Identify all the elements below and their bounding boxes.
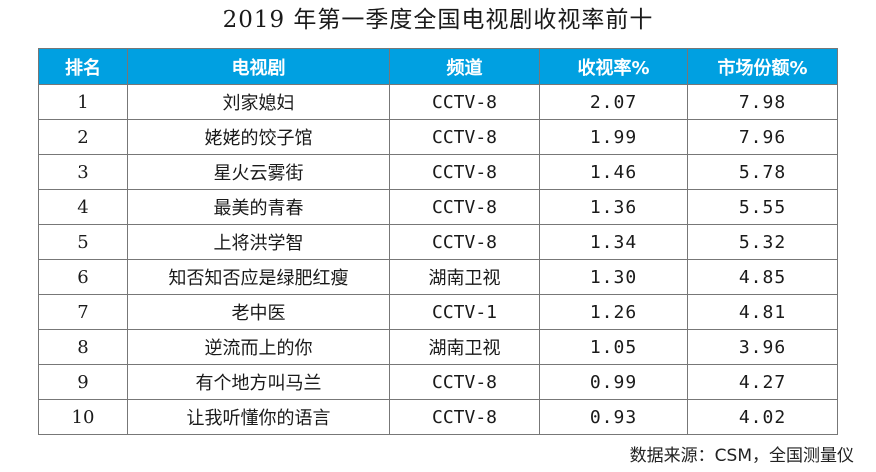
table-header-row: 排名 电视剧 频道 收视率% 市场份额% xyxy=(38,48,838,85)
cell-rating: 1.30 xyxy=(539,259,688,295)
cell-share: 5.55 xyxy=(687,189,838,225)
cell-rank: 4 xyxy=(38,189,128,225)
cell-share: 4.85 xyxy=(687,259,838,295)
table-row: 2 姥姥的饺子馆 CCTV-8 1.99 7.96 xyxy=(38,119,838,155)
cell-rank: 5 xyxy=(38,224,128,260)
table-row: 3 星火云雾街 CCTV-8 1.46 5.78 xyxy=(38,154,838,190)
page-title: 2019 年第一季度全国电视剧收视率前十 xyxy=(222,7,654,33)
cell-drama: 让我听懂你的语言 xyxy=(127,399,390,435)
ratings-table: 排名 电视剧 频道 收视率% 市场份额% 1 刘家媳妇 CCTV-8 2.07 … xyxy=(38,48,838,435)
cell-share: 7.98 xyxy=(687,84,838,120)
cell-drama: 知否知否应是绿肥红瘦 xyxy=(127,259,390,295)
column-header-rank: 排名 xyxy=(38,48,128,85)
cell-channel: CCTV-8 xyxy=(389,154,540,190)
cell-rank: 6 xyxy=(38,259,128,295)
column-header-drama: 电视剧 xyxy=(127,48,390,85)
cell-drama: 有个地方叫马兰 xyxy=(127,364,390,400)
cell-channel: CCTV-8 xyxy=(389,224,540,260)
column-header-channel: 频道 xyxy=(389,48,540,85)
cell-share: 3.96 xyxy=(687,329,838,365)
cell-channel: CCTV-8 xyxy=(389,84,540,120)
cell-rank: 10 xyxy=(38,399,128,435)
cell-drama: 上将洪学智 xyxy=(127,224,390,260)
table-row: 7 老中医 CCTV-1 1.26 4.81 xyxy=(38,294,838,330)
cell-drama: 姥姥的饺子馆 xyxy=(127,119,390,155)
cell-rating: 1.46 xyxy=(539,154,688,190)
column-header-share: 市场份额% xyxy=(687,48,838,85)
table-row: 10 让我听懂你的语言 CCTV-8 0.93 4.02 xyxy=(38,399,838,435)
cell-drama: 老中医 xyxy=(127,294,390,330)
cell-rank: 8 xyxy=(38,329,128,365)
cell-share: 5.32 xyxy=(687,224,838,260)
table-row: 9 有个地方叫马兰 CCTV-8 0.99 4.27 xyxy=(38,364,838,400)
cell-channel: CCTV-8 xyxy=(389,189,540,225)
cell-share: 7.96 xyxy=(687,119,838,155)
table-row: 1 刘家媳妇 CCTV-8 2.07 7.98 xyxy=(38,84,838,120)
cell-drama: 逆流而上的你 xyxy=(127,329,390,365)
cell-rank: 1 xyxy=(38,84,128,120)
cell-rating: 1.99 xyxy=(539,119,688,155)
cell-share: 4.81 xyxy=(687,294,838,330)
cell-rating: 0.99 xyxy=(539,364,688,400)
cell-share: 5.78 xyxy=(687,154,838,190)
cell-channel: CCTV-8 xyxy=(389,119,540,155)
cell-share: 4.02 xyxy=(687,399,838,435)
cell-rating: 0.93 xyxy=(539,399,688,435)
cell-drama: 星火云雾街 xyxy=(127,154,390,190)
cell-channel: 湖南卫视 xyxy=(389,259,540,295)
cell-rating: 1.05 xyxy=(539,329,688,365)
cell-drama: 刘家媳妇 xyxy=(127,84,390,120)
cell-rating: 1.34 xyxy=(539,224,688,260)
table-row: 5 上将洪学智 CCTV-8 1.34 5.32 xyxy=(38,224,838,260)
cell-share: 4.27 xyxy=(687,364,838,400)
cell-rating: 1.36 xyxy=(539,189,688,225)
cell-channel: CCTV-8 xyxy=(389,364,540,400)
table-row: 8 逆流而上的你 湖南卫视 1.05 3.96 xyxy=(38,329,838,365)
cell-rank: 3 xyxy=(38,154,128,190)
cell-rating: 1.26 xyxy=(539,294,688,330)
cell-rank: 2 xyxy=(38,119,128,155)
column-header-rating: 收视率% xyxy=(539,48,688,85)
cell-rating: 2.07 xyxy=(539,84,688,120)
cell-channel: CCTV-8 xyxy=(389,399,540,435)
cell-drama: 最美的青春 xyxy=(127,189,390,225)
cell-channel: CCTV-1 xyxy=(389,294,540,330)
table-row: 6 知否知否应是绿肥红瘦 湖南卫视 1.30 4.85 xyxy=(38,259,838,295)
cell-rank: 9 xyxy=(38,364,128,400)
table-row: 4 最美的青春 CCTV-8 1.36 5.55 xyxy=(38,189,838,225)
cell-rank: 7 xyxy=(38,294,128,330)
cell-channel: 湖南卫视 xyxy=(389,329,540,365)
data-source-note: 数据来源：CSM，全国测量仪 xyxy=(629,446,854,466)
